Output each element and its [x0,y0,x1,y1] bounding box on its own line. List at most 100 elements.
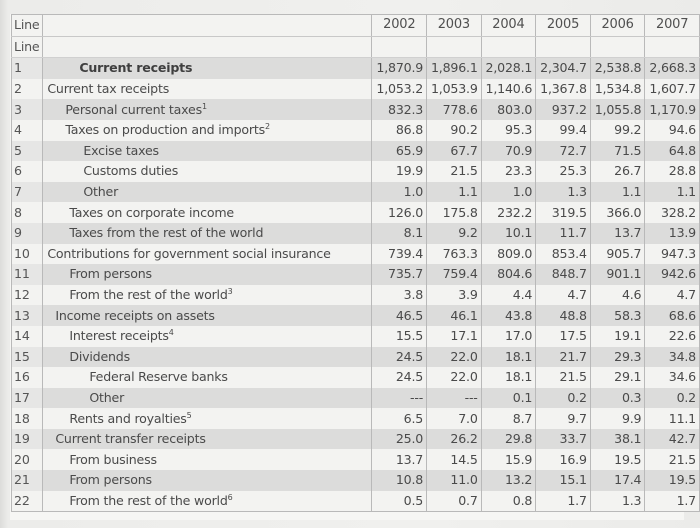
value-cell-2003: 7.0 [426,408,482,429]
line-number: 8 [10,202,44,223]
line-number: 22 [10,490,44,513]
value-cell-2003: 759.4 [426,264,482,285]
row-label-text: From business [69,451,157,467]
table-row: 8 Taxes on corporate income 126.0 175.8 232.… [10,202,700,223]
line-number: 21 [10,470,44,491]
value-cell-2004: 803.0 [480,99,537,120]
value-cell-2005: 15.1 [535,470,591,491]
line-number: 15 [10,346,44,368]
value-cell-2002: 15.5 [371,325,428,347]
value-cell-2007: 34.8 [644,346,700,368]
value-cell-2006: 1.3 [589,490,646,513]
table-row: 9 Taxes from the rest of the world 8.1 9.2 1… [10,222,700,244]
line-column-header: Line [10,14,44,37]
table-row: 19 Current transfer receipts 25.0 26.2 29.8 3… [10,428,700,450]
value-cell-2004: 4.4 [480,284,537,306]
table-row: 3 Personal current taxes1 832.3 778.6 803.0 9… [10,99,700,120]
value-cell-2007: 64.8 [644,140,700,162]
empty-cell [426,36,482,59]
row-label: Interest receipts4 [42,325,373,347]
value-cell-2002: 46.5 [371,305,428,326]
line-number: 4 [10,119,44,141]
value-cell-2002: 19.9 [371,161,428,182]
value-cell-2005: 4.7 [535,284,591,306]
year-header-2003: 2003 [426,14,482,37]
value-cell-2007: 11.1 [644,408,700,429]
value-cell-2006: 13.7 [589,222,646,244]
line-number: 20 [10,449,44,471]
table-row: 2 Current tax receipts 1,053.2 1,053.9 1,140… [10,78,700,100]
value-cell-2004: 804.6 [480,264,537,285]
value-cell-2002: 13.7 [371,449,428,471]
value-cell-2006: 1,055.8 [589,99,646,120]
value-cell-2003: 778.6 [426,99,482,120]
row-label-text: Interest receipts [69,328,169,344]
value-cell-2005: 21.7 [535,346,591,368]
value-cell-2005: 72.7 [535,140,591,162]
line-number: 1 [10,57,44,79]
value-cell-2002: 24.5 [371,346,428,368]
value-cell-2003: 1,896.1 [426,57,482,79]
line-number: 12 [10,284,44,306]
value-cell-2003: 175.8 [426,202,482,223]
row-label: From persons [42,264,373,285]
row-label: Rents and royalties5 [42,408,373,429]
value-cell-2005: 33.7 [535,428,591,450]
empty-cell [480,36,537,59]
value-cell-2006: 38.1 [589,428,646,450]
table-row: 18 Rents and royalties5 6.5 7.0 8.7 9.7 9.9 11.… [10,408,700,429]
value-cell-2002: 6.5 [371,408,428,429]
line-number: 17 [10,387,44,409]
row-label-text: Taxes on corporate income [69,204,234,220]
row-label: From persons [42,470,373,491]
value-cell-2003: 21.5 [426,161,482,182]
footnote-marker: 4 [168,328,174,338]
value-cell-2003: 11.0 [426,470,482,491]
value-cell-2005: 1.7 [535,490,591,513]
label-column-header [42,14,373,37]
line-number: 13 [10,305,44,326]
line-number: 14 [10,325,44,347]
value-cell-2006: 99.2 [589,119,646,141]
value-cell-2004: 43.8 [480,305,537,326]
table-row: 10 Contributions for government social in… [10,243,700,265]
row-label: Current transfer receipts [42,428,373,450]
value-cell-2003: 1,053.9 [426,78,482,100]
value-cell-2006: 29.1 [589,367,646,388]
empty-cell [535,36,591,59]
value-cell-2006: 0.3 [589,387,646,409]
line-number: 6 [10,161,44,182]
value-cell-2007: 0.2 [644,387,700,409]
line-subheader: Line [10,36,44,59]
value-cell-2002: 1,053.2 [371,78,428,100]
value-cell-2004: 29.8 [480,428,537,450]
year-header-2002: 2002 [371,14,428,37]
value-cell-2007: 1,170.9 [644,99,700,120]
value-cell-2002: 25.0 [371,428,428,450]
empty-cell [371,36,428,59]
year-header-2006: 2006 [589,14,646,37]
value-cell-2003: 0.7 [426,490,482,513]
value-cell-2006: 905.7 [589,243,646,265]
value-cell-2005: 0.2 [535,387,591,409]
empty-cell [42,36,373,59]
row-label-text: Current receipts [79,60,193,76]
value-cell-2005: 48.8 [535,305,591,326]
row-label: From the rest of the world6 [42,490,373,513]
value-cell-2004: 809.0 [480,243,537,265]
line-number: 5 [10,140,44,162]
value-cell-2003: 22.0 [426,346,482,368]
value-cell-2003: 67.7 [426,140,482,162]
value-cell-2004: 23.3 [480,161,537,182]
table-row: 12 From the rest of the world3 3.8 3.9 4.4 4.… [10,284,700,306]
value-cell-2004: 1,140.6 [480,78,537,100]
value-cell-2006: 29.3 [589,346,646,368]
line-number: 11 [10,264,44,285]
row-label-text: Other [83,184,119,200]
row-label-text: Rents and royalties [69,410,187,426]
line-number: 2 [10,78,44,100]
value-cell-2004: 18.1 [480,367,537,388]
value-cell-2006: 366.0 [589,202,646,223]
value-cell-2003: 46.1 [426,305,482,326]
row-label-text: From persons [69,266,152,282]
